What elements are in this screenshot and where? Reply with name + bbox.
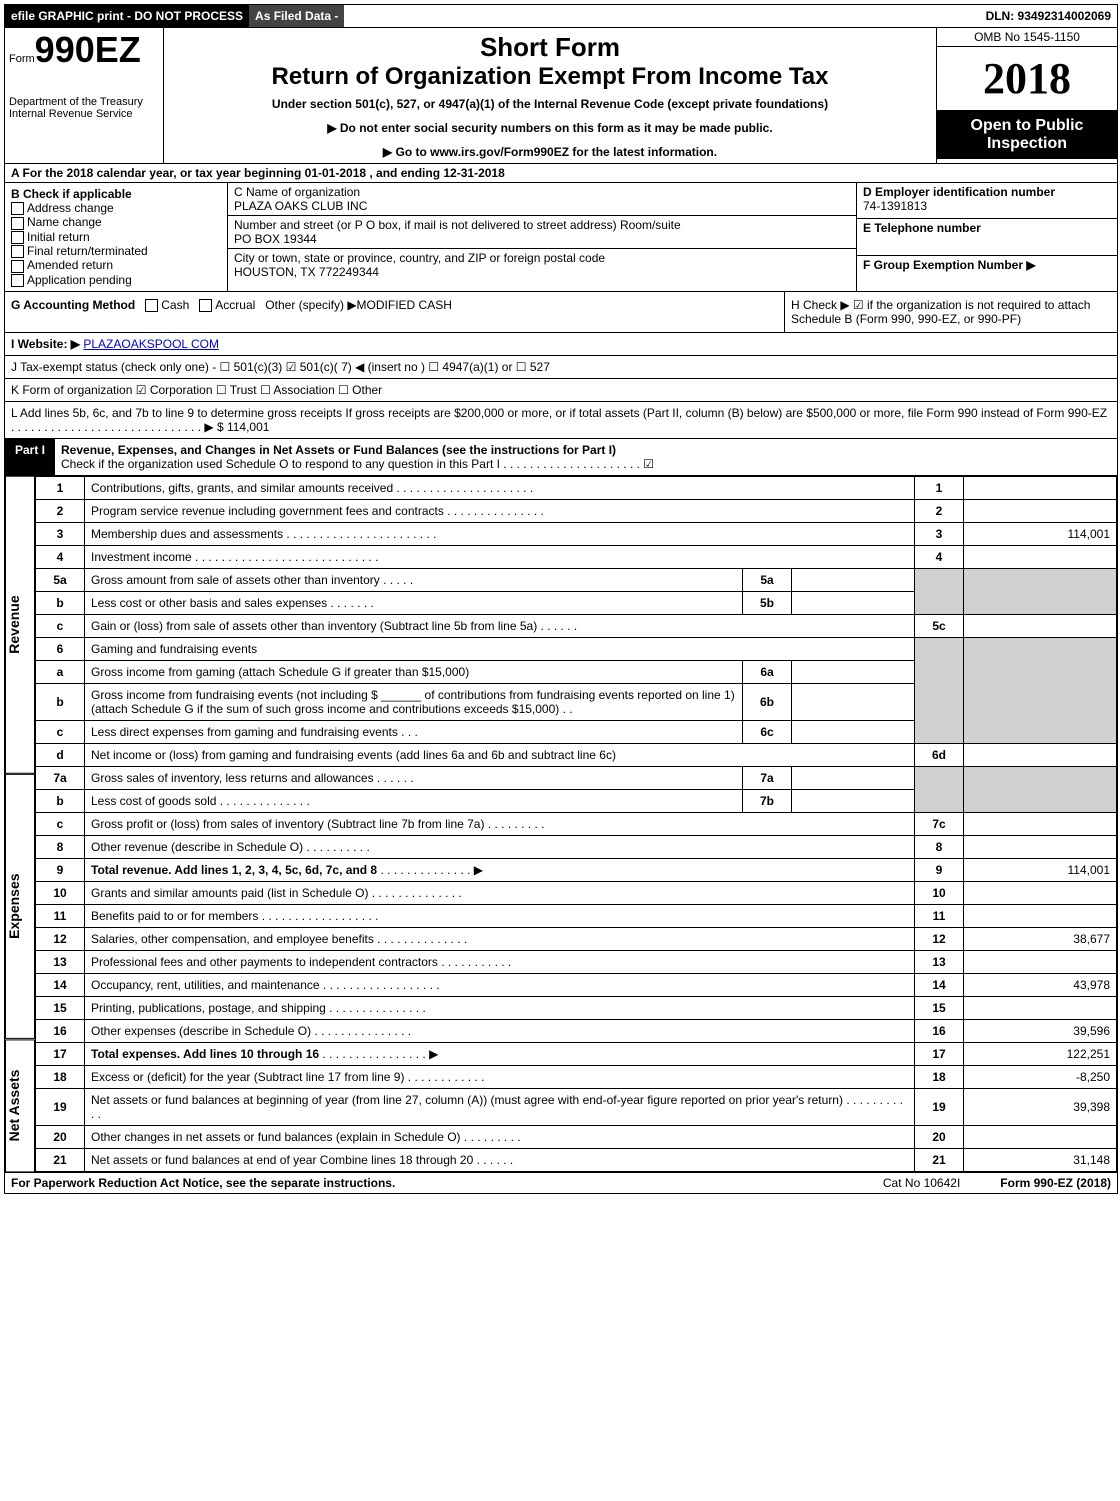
line-13: 13Professional fees and other payments t… bbox=[36, 950, 1117, 973]
revenue-label: Revenue bbox=[5, 476, 35, 774]
top-bar: efile GRAPHIC print - DO NOT PROCESS As … bbox=[5, 5, 1117, 28]
footer-right: Form 990-EZ (2018) bbox=[1000, 1176, 1111, 1190]
footer-mid: Cat No 10642I bbox=[883, 1176, 960, 1190]
line-18: 18Excess or (deficit) for the year (Subt… bbox=[36, 1065, 1117, 1088]
section-g: G Accounting Method Cash Accrual Other (… bbox=[5, 292, 784, 332]
dept-label: Department of the Treasury bbox=[9, 96, 159, 108]
section-c: C Name of organization PLAZA OAKS CLUB I… bbox=[228, 183, 856, 291]
line-9: 9Total revenue. Add lines 1, 2, 3, 4, 5c… bbox=[36, 858, 1117, 881]
line-16: 16Other expenses (describe in Schedule O… bbox=[36, 1019, 1117, 1042]
section-b: B Check if applicable Address change Nam… bbox=[5, 183, 228, 291]
d-ein: 74-1391813 bbox=[863, 199, 1111, 213]
line-21: 21Net assets or fund balances at end of … bbox=[36, 1148, 1117, 1171]
row-gh: G Accounting Method Cash Accrual Other (… bbox=[5, 292, 1117, 333]
form-990ez-page: efile GRAPHIC print - DO NOT PROCESS As … bbox=[4, 4, 1118, 1194]
line-6: 6Gaming and fundraising events bbox=[36, 637, 1117, 660]
short-form-title: Short Form bbox=[172, 32, 928, 63]
d-label: D Employer identification number bbox=[863, 185, 1111, 199]
line-12: 12Salaries, other compensation, and empl… bbox=[36, 927, 1117, 950]
c-city-label: City or town, state or province, country… bbox=[234, 251, 850, 265]
line-8: 8Other revenue (describe in Schedule O) … bbox=[36, 835, 1117, 858]
line-5a: 5aGross amount from sale of assets other… bbox=[36, 568, 1117, 591]
chk-address[interactable]: Address change bbox=[11, 201, 221, 215]
row-k: K Form of organization ☑ Corporation ☐ T… bbox=[5, 379, 1117, 402]
ssn-warning: ▶ Do not enter social security numbers o… bbox=[172, 121, 928, 135]
form-number: 990EZ bbox=[35, 29, 141, 70]
chk-pending[interactable]: Application pending bbox=[11, 273, 221, 287]
line-5c: cGain or (loss) from sale of assets othe… bbox=[36, 614, 1117, 637]
row-i: I Website: ▶ PLAZAOAKSPOOL COM bbox=[5, 333, 1117, 356]
line-1: 1Contributions, gifts, grants, and simil… bbox=[36, 476, 1117, 499]
chk-initial[interactable]: Initial return bbox=[11, 230, 221, 244]
l-amount: ▶ $ 114,001 bbox=[204, 420, 269, 434]
c-addr: PO BOX 19344 bbox=[234, 232, 850, 246]
header-center: Short Form Return of Organization Exempt… bbox=[164, 28, 936, 163]
omb-number: OMB No 1545-1150 bbox=[937, 28, 1117, 47]
info-block: B Check if applicable Address change Nam… bbox=[5, 183, 1117, 292]
header-left: Form990EZ Department of the Treasury Int… bbox=[5, 28, 164, 163]
footer-left: For Paperwork Reduction Act Notice, see … bbox=[11, 1176, 395, 1190]
row-j: J Tax-exempt status (check only one) - ☐… bbox=[5, 356, 1117, 379]
open-public: Open to Public Inspection bbox=[937, 111, 1117, 159]
form-header: Form990EZ Department of the Treasury Int… bbox=[5, 28, 1117, 164]
line-15: 15Printing, publications, postage, and s… bbox=[36, 996, 1117, 1019]
line-7c: cGross profit or (loss) from sales of in… bbox=[36, 812, 1117, 835]
expenses-label: Expenses bbox=[5, 774, 35, 1039]
chk-cash[interactable] bbox=[145, 299, 158, 312]
line-20: 20Other changes in net assets or fund ba… bbox=[36, 1125, 1117, 1148]
line-7a: 7aGross sales of inventory, less returns… bbox=[36, 766, 1117, 789]
chk-accrual[interactable] bbox=[199, 299, 212, 312]
page-footer: For Paperwork Reduction Act Notice, see … bbox=[5, 1172, 1117, 1193]
chk-final[interactable]: Final return/terminated bbox=[11, 244, 221, 258]
line-17: 17Total expenses. Add lines 10 through 1… bbox=[36, 1042, 1117, 1065]
goto-link[interactable]: ▶ Go to www.irs.gov/Form990EZ for the la… bbox=[172, 145, 928, 159]
part1-title: Revenue, Expenses, and Changes in Net As… bbox=[55, 439, 1117, 475]
c-city: HOUSTON, TX 772249344 bbox=[234, 265, 850, 279]
section-def: D Employer identification number 74-1391… bbox=[856, 183, 1117, 291]
dln: DLN: 93492314002069 bbox=[980, 5, 1117, 27]
efile-notice: efile GRAPHIC print - DO NOT PROCESS bbox=[5, 5, 249, 27]
part1-header: Part I Revenue, Expenses, and Changes in… bbox=[5, 439, 1117, 476]
c-name: PLAZA OAKS CLUB INC bbox=[234, 199, 850, 213]
irs-label: Internal Revenue Service bbox=[9, 108, 159, 120]
form-prefix: Form bbox=[9, 53, 35, 65]
under-section: Under section 501(c), 527, or 4947(a)(1)… bbox=[172, 97, 928, 111]
line-11: 11Benefits paid to or for members . . . … bbox=[36, 904, 1117, 927]
line-3: 3Membership dues and assessments . . . .… bbox=[36, 522, 1117, 545]
part1-label: Part I bbox=[5, 439, 55, 475]
row-l: L Add lines 5b, 6c, and 7b to line 9 to … bbox=[5, 402, 1117, 439]
header-right: OMB No 1545-1150 2018 Open to Public Ins… bbox=[936, 28, 1117, 163]
g-value: MODIFIED CASH bbox=[357, 298, 452, 312]
e-label: E Telephone number bbox=[863, 221, 1111, 235]
netassets-label: Net Assets bbox=[5, 1039, 35, 1172]
line-4: 4Investment income . . . . . . . . . . .… bbox=[36, 545, 1117, 568]
line-6d: dNet income or (loss) from gaming and fu… bbox=[36, 743, 1117, 766]
f-label: F Group Exemption Number ▶ bbox=[863, 258, 1111, 272]
c-name-label: C Name of organization bbox=[234, 185, 850, 199]
chk-name[interactable]: Name change bbox=[11, 215, 221, 229]
c-addr-label: Number and street (or P O box, if mail i… bbox=[234, 218, 850, 232]
section-h: H Check ▶ ☑ if the organization is not r… bbox=[784, 292, 1117, 332]
line-2: 2Program service revenue including gover… bbox=[36, 499, 1117, 522]
line-10: 10Grants and similar amounts paid (list … bbox=[36, 881, 1117, 904]
website-link[interactable]: PLAZAOAKSPOOL COM bbox=[83, 337, 219, 351]
line-19: 19Net assets or fund balances at beginni… bbox=[36, 1088, 1117, 1125]
return-title: Return of Organization Exempt From Incom… bbox=[172, 63, 928, 91]
row-a: A For the 2018 calendar year, or tax yea… bbox=[5, 164, 1117, 183]
b-label: B Check if applicable bbox=[11, 187, 221, 201]
part1-body: Revenue Expenses Net Assets 1Contributio… bbox=[5, 476, 1117, 1172]
chk-amended[interactable]: Amended return bbox=[11, 258, 221, 272]
tax-year: 2018 bbox=[937, 47, 1117, 111]
line-14: 14Occupancy, rent, utilities, and mainte… bbox=[36, 973, 1117, 996]
as-filed: As Filed Data - bbox=[249, 5, 344, 27]
lines-table: 1Contributions, gifts, grants, and simil… bbox=[35, 476, 1117, 1172]
